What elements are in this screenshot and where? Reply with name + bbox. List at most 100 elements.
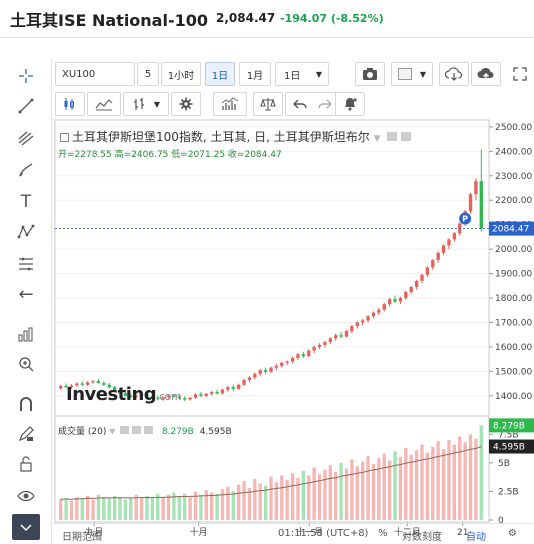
candle-body bbox=[145, 394, 149, 397]
volume-bar bbox=[188, 497, 192, 520]
volume-bar bbox=[312, 467, 316, 520]
header: 土耳其ISE National-100 2,084.47 -194.07 (-8… bbox=[0, 0, 534, 38]
log-scale-button[interactable]: 对数刻度 bbox=[402, 532, 442, 543]
high-value: 2406.75 bbox=[131, 150, 169, 160]
investing-logo: Investing.com bbox=[66, 384, 182, 405]
volume-bar bbox=[263, 485, 268, 520]
lock-edit-icon[interactable] bbox=[14, 422, 38, 446]
lock-icon[interactable] bbox=[14, 452, 38, 476]
interval-input[interactable]: 5 bbox=[137, 62, 159, 86]
volume-bar bbox=[463, 442, 467, 520]
candle-body bbox=[215, 392, 219, 394]
close-icon[interactable] bbox=[144, 426, 153, 434]
volume-bar bbox=[350, 459, 354, 520]
compare-icon[interactable] bbox=[253, 92, 283, 116]
color-select[interactable]: ▼ bbox=[391, 62, 433, 86]
price-tag-bg bbox=[489, 221, 534, 236]
fib-icon[interactable] bbox=[14, 252, 38, 276]
time-tick-label: 21 bbox=[457, 528, 468, 538]
volume-bar bbox=[468, 434, 473, 520]
interval-1m-button[interactable]: 1月 bbox=[239, 62, 271, 86]
trendline-icon[interactable] bbox=[14, 94, 38, 118]
candle-body bbox=[290, 357, 295, 362]
auto-scale-button[interactable]: 自动 bbox=[466, 532, 486, 543]
collapse-icon[interactable] bbox=[60, 133, 69, 142]
pattern-icon[interactable] bbox=[14, 220, 38, 244]
candle-body bbox=[382, 304, 386, 310]
close-icon[interactable] bbox=[401, 132, 412, 141]
candle-body bbox=[404, 291, 408, 298]
close-label: 收= bbox=[227, 150, 245, 160]
eye-icon[interactable] bbox=[14, 484, 38, 508]
candle-body bbox=[334, 335, 338, 339]
cloud-download-icon[interactable] bbox=[439, 62, 469, 86]
interval-1d-button[interactable]: 1日 bbox=[205, 62, 235, 86]
price-tick-label: 2400.00 bbox=[495, 147, 532, 157]
candle-body bbox=[355, 322, 359, 327]
measure-icon[interactable] bbox=[14, 322, 38, 346]
range-select[interactable]: 1日 ▼ bbox=[275, 62, 329, 86]
volume-bar bbox=[204, 490, 208, 520]
settings-icon[interactable]: ⚙ bbox=[508, 528, 517, 539]
price-change: -194.07 (-8.52%) bbox=[280, 12, 384, 25]
volume-bar bbox=[220, 489, 225, 520]
candle-body bbox=[177, 396, 182, 399]
volume-tick-label: 7.5B bbox=[498, 430, 519, 440]
pitchfork-icon[interactable] bbox=[14, 126, 38, 150]
visibility-icon[interactable] bbox=[120, 426, 130, 434]
color-swatch-icon bbox=[397, 68, 412, 80]
alert-icon[interactable] bbox=[335, 92, 365, 116]
settings-icon[interactable] bbox=[132, 426, 142, 434]
symbol-input[interactable]: XU100 bbox=[55, 62, 135, 86]
volume-bar bbox=[398, 457, 403, 520]
back-arrow-icon[interactable]: ← bbox=[18, 283, 34, 305]
brush-icon[interactable] bbox=[14, 158, 38, 182]
candle-body bbox=[231, 387, 235, 389]
settings-icon[interactable] bbox=[387, 132, 398, 141]
cloud-upload-icon[interactable] bbox=[471, 62, 501, 86]
volume-bar bbox=[328, 465, 332, 520]
redo-icon[interactable] bbox=[311, 92, 339, 116]
volume-bar bbox=[441, 449, 446, 520]
candle-body bbox=[204, 393, 208, 396]
percent-button[interactable]: % bbox=[378, 528, 388, 539]
volume-bar bbox=[334, 472, 338, 520]
volume-bar bbox=[123, 499, 128, 520]
price-chart[interactable]: 2500.002400.002300.002200.002100.002000.… bbox=[52, 118, 534, 544]
date-range-button[interactable]: 日期范围 bbox=[62, 532, 102, 543]
bar-type-select[interactable]: ▼ bbox=[123, 92, 169, 116]
area-chart-icon[interactable] bbox=[87, 92, 121, 116]
undo-icon[interactable] bbox=[285, 92, 315, 116]
chart-legend[interactable]: 土耳其伊斯坦堡100指数, 土耳其, 日, 土耳其伊斯坦布尔 ▼ bbox=[60, 128, 412, 145]
volume-bar bbox=[150, 498, 155, 520]
volume-legend[interactable]: 成交量 (20) ▼ 8.279B 4.595B bbox=[58, 424, 232, 437]
volume-bar bbox=[242, 481, 246, 520]
candle-body bbox=[323, 342, 327, 345]
crosshair-icon[interactable] bbox=[14, 64, 38, 88]
volume-bar bbox=[166, 494, 171, 520]
candle-body bbox=[414, 280, 419, 287]
candle-body bbox=[85, 382, 90, 385]
candle-body bbox=[193, 394, 198, 398]
volume-bar bbox=[290, 473, 295, 520]
interval-1h-button[interactable]: 1小时 bbox=[161, 62, 201, 86]
indicators-icon[interactable] bbox=[213, 92, 247, 116]
chevron-down-icon: ▼ bbox=[419, 69, 427, 79]
magnet-icon[interactable] bbox=[14, 392, 38, 416]
fullscreen-icon[interactable] bbox=[507, 62, 533, 86]
zoom-icon[interactable] bbox=[14, 352, 38, 376]
candle-body bbox=[447, 239, 451, 246]
candle-body bbox=[102, 383, 106, 385]
settings-icon[interactable] bbox=[171, 92, 201, 116]
chart-legend-title: 土耳其伊斯坦堡100指数, 土耳其, 日, 土耳其伊斯坦布尔 bbox=[72, 130, 370, 144]
candles-icon[interactable] bbox=[55, 92, 85, 116]
price-tick-label: 1500.00 bbox=[495, 367, 532, 377]
candle-body bbox=[107, 384, 111, 388]
text-icon[interactable]: T bbox=[20, 192, 32, 212]
candle-body bbox=[468, 194, 473, 212]
chevron-down-icon: ▼ bbox=[109, 427, 116, 436]
candle-body bbox=[150, 396, 155, 398]
trash-icon[interactable] bbox=[12, 514, 40, 540]
camera-icon[interactable] bbox=[355, 62, 385, 86]
ohlc-values: 开=2278.55 高=2406.75 低=2071.25 收=2084.47 bbox=[58, 147, 282, 160]
